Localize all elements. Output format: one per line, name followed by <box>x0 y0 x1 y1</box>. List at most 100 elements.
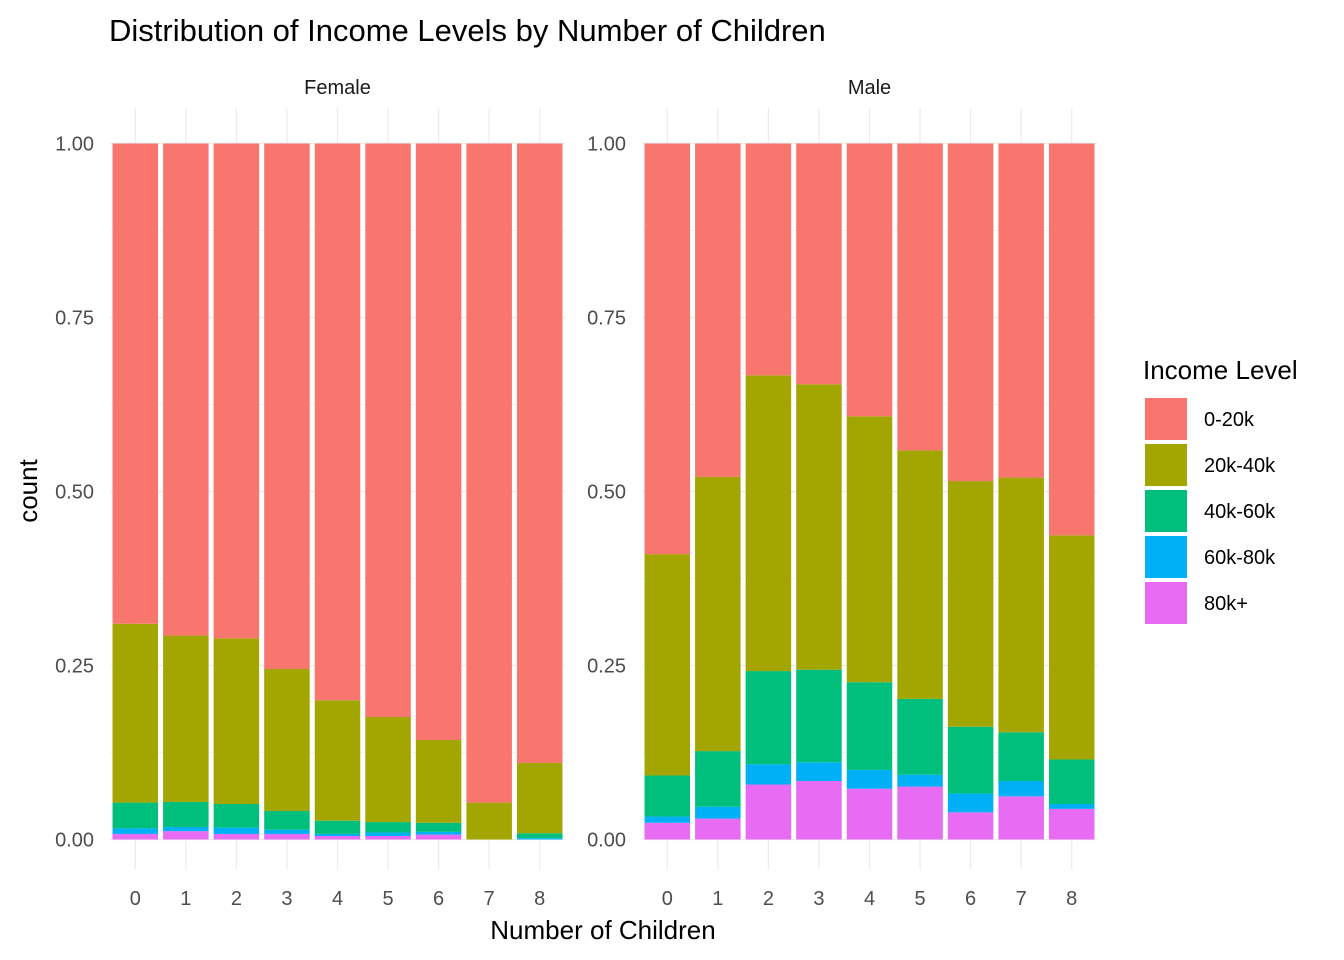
bar-male-0-80k+ <box>644 822 691 840</box>
bar-female-6-80k+ <box>415 834 462 840</box>
bar-male-3-60k-80k <box>796 762 842 782</box>
legend-key-60k-80k <box>1145 536 1187 578</box>
x-tick-label: 6 <box>433 888 444 910</box>
bar-male-1-80k+ <box>695 818 741 840</box>
y-tick-label: 0.50 <box>55 482 94 504</box>
y-tick-label: 0.00 <box>587 830 626 852</box>
bar-female-4-40k-60k <box>314 820 361 834</box>
x-tick-label: 4 <box>332 888 343 910</box>
bar-female-8-0-20k <box>516 143 563 763</box>
bar-male-4-40k-60k <box>846 682 893 770</box>
bar-male-7-40k-60k <box>998 732 1044 782</box>
bar-female-3-0-20k <box>264 143 310 669</box>
y-tick-label: 0.00 <box>55 830 94 852</box>
legend-key-0-20k <box>1145 398 1187 440</box>
bar-female-1-80k+ <box>163 831 209 840</box>
bar-male-2-80k+ <box>745 784 792 840</box>
x-tick-label: 2 <box>231 888 242 910</box>
bar-male-7-20k-40k <box>998 477 1044 733</box>
bar-male-0-0-20k <box>644 143 691 555</box>
bar-female-3-20k-40k <box>264 668 310 811</box>
bar-female-5-40k-60k <box>365 822 411 833</box>
bar-male-0-40k-60k <box>644 775 691 817</box>
bar-female-2-80k+ <box>213 833 260 840</box>
legend-key-80k+ <box>1145 582 1187 624</box>
bar-male-5-0-20k <box>897 143 943 451</box>
bar-male-1-0-20k <box>695 143 741 477</box>
panel-female: 0.00 0.25 0.50 0.75 1.00 0 1 2 3 4 5 6 7 8 Female <box>55 77 565 910</box>
legend-label: 80k+ <box>1204 593 1248 615</box>
bar-male-4-20k-40k <box>846 416 893 683</box>
bar-male-4-0-20k <box>846 143 893 417</box>
bar-male-0-60k-80k <box>644 816 691 823</box>
y-tick-label: 0.75 <box>587 308 626 330</box>
bar-female-1-60k-80k <box>163 826 209 832</box>
bar-male-5-20k-40k <box>897 450 943 699</box>
x-tick-label: 6 <box>965 888 976 910</box>
bar-female-0-20k-40k <box>112 623 159 803</box>
bar-female-8-20k-40k <box>516 762 563 834</box>
y-tick-label: 0.50 <box>587 482 626 504</box>
bar-female-3-60k-80k <box>264 829 310 834</box>
facet-label-male: Male <box>848 77 891 99</box>
bar-female-2-40k-60k <box>213 804 260 828</box>
bar-male-3-0-20k <box>796 143 842 385</box>
x-tick-label: 0 <box>662 888 673 910</box>
bar-female-5-0-20k <box>365 143 411 718</box>
legend-title: Income Level <box>1143 355 1298 385</box>
bar-male-8-60k-80k <box>1048 804 1095 809</box>
bar-male-6-40k-60k <box>947 726 994 794</box>
y-tick-label: 0.25 <box>587 656 626 678</box>
bar-female-7-20k-40k <box>466 802 512 840</box>
bar-female-0-0-20k <box>112 143 159 624</box>
bar-female-6-40k-60k <box>415 822 462 832</box>
bar-male-6-20k-40k <box>947 481 994 727</box>
x-tick-label: 7 <box>1016 888 1027 910</box>
bar-female-6-0-20k <box>415 143 462 740</box>
legend-label: 20k-40k <box>1204 455 1276 477</box>
x-tick-label: 0 <box>130 888 141 910</box>
y-tick-label: 1.00 <box>55 134 94 156</box>
y-tick-label: 0.25 <box>55 656 94 678</box>
bar-male-6-80k+ <box>947 812 994 840</box>
x-tick-label: 2 <box>763 888 774 910</box>
bar-female-7-0-20k <box>466 143 512 803</box>
bar-female-1-20k-40k <box>163 635 209 802</box>
bar-female-0-80k+ <box>112 833 159 840</box>
bar-female-1-40k-60k <box>163 801 209 827</box>
bar-male-7-80k+ <box>998 796 1044 840</box>
bar-female-6-60k-80k <box>415 831 462 835</box>
x-tick-label: 5 <box>914 888 925 910</box>
bar-male-1-60k-80k <box>695 806 741 819</box>
x-tick-label: 4 <box>864 888 875 910</box>
x-tick-label: 1 <box>712 888 723 910</box>
chart-title: Distribution of Income Levels by Number … <box>109 13 826 48</box>
bar-female-8-60k-80k <box>516 838 563 840</box>
bar-female-4-60k-80k <box>314 833 361 837</box>
bar-male-3-40k-60k <box>796 669 842 763</box>
bar-male-0-20k-40k <box>644 554 691 776</box>
bar-male-5-80k+ <box>897 786 943 840</box>
bar-female-5-20k-40k <box>365 717 411 823</box>
x-tick-label: 8 <box>1066 888 1077 910</box>
bar-male-2-20k-40k <box>745 375 792 672</box>
bar-male-4-80k+ <box>846 788 893 840</box>
bar-female-5-80k+ <box>365 836 411 840</box>
y-tick-label: 0.75 <box>55 308 94 330</box>
bar-female-2-60k-80k <box>213 827 260 834</box>
bar-female-5-60k-80k <box>365 832 411 837</box>
bar-female-0-60k-80k <box>112 828 159 834</box>
bar-male-8-80k+ <box>1048 808 1095 840</box>
bar-female-1-0-20k <box>163 143 209 636</box>
bar-female-0-40k-60k <box>112 802 159 829</box>
legend: Income Level 0-20k 20k-40k 40k-60k 60k-80k 8… <box>1143 355 1298 624</box>
bar-male-3-20k-40k <box>796 384 842 670</box>
bar-female-3-40k-60k <box>264 810 310 830</box>
bar-male-5-60k-80k <box>897 774 943 787</box>
panel-male: 0.00 0.25 0.50 0.75 1.00 0 1 2 3 4 5 6 7 8 Male <box>587 77 1097 910</box>
bar-female-4-0-20k <box>314 143 361 701</box>
bar-male-2-60k-80k <box>745 764 792 785</box>
bar-male-8-40k-60k <box>1048 759 1095 805</box>
bar-male-7-60k-80k <box>998 781 1044 797</box>
